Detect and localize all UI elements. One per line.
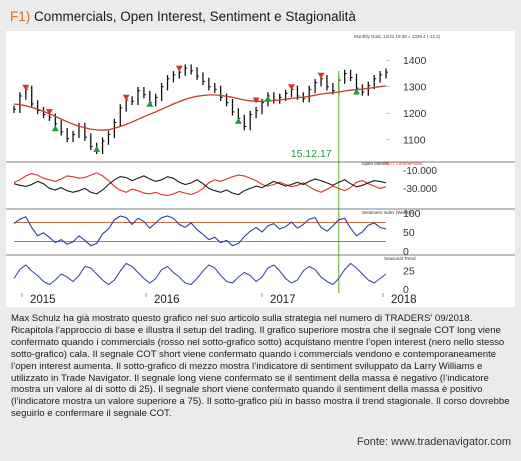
short-signal-marker [252,97,260,104]
year-axis-label: 2017 [270,294,296,306]
long-signal-marker [352,88,360,95]
short-signal-marker [288,84,296,91]
seasonal-tick-label: 0 [403,284,409,296]
cot-legend-open-interest: Open Interest [362,161,390,166]
figure-source: Fonte: www.tradenavigator.com [356,436,511,448]
long-signal-marker [234,117,242,124]
date-annotation-bg [288,146,331,160]
price-panel-bg [14,33,386,157]
cot-commercials-line [13,172,387,196]
open-interest-line [13,175,387,196]
price-tick-label: 1300 [403,82,427,94]
short-signal-marker [45,109,53,116]
cot-tick-label: -30.000 [403,184,437,195]
short-signal-marker [122,94,130,101]
figure-tag: F1) [10,9,31,24]
cot-legend-commercials: COT Commercials [385,161,423,166]
price-top-label: Monthly Gold, 12/31 19:38 = 1329.4 (-12.… [354,34,441,39]
sentiment-tick-label: 100 [403,208,421,220]
figure-title: F1) Commercials, Open Interest, Sentimen… [10,9,356,24]
long-signal-marker [264,95,272,102]
year-axis-label: 2018 [391,294,417,306]
year-axis-label: 2015 [30,294,56,306]
seasonal-trend-line [13,262,387,286]
short-signal-marker [175,65,183,72]
sentiment-tick-label: 0 [403,246,409,258]
sentiment-title: Sentiment Index (Weekly) [362,210,414,215]
date-annotation: 15.12.17 [291,148,332,160]
price-tick-label: 1400 [403,55,427,67]
chart-panel: Monthly Gold, 12/31 19:38 = 1329.4 (-12.… [6,31,515,307]
moving-average-line [13,85,387,131]
year-axis-label: 2016 [154,294,180,306]
price-tick-label: 1100 [403,135,426,147]
figure-caption: Max Schulz ha già mostrato questo grafic… [11,313,510,420]
seasonal-title: Seasonal Trend [384,256,416,261]
price-tick-label: 1200 [403,108,427,120]
short-signal-marker [22,84,30,91]
figure-title-text: Commercials, Open Interest, Sentiment e … [34,9,356,24]
long-signal-marker [93,145,101,152]
seasonal-tick-label: 25 [403,265,415,277]
sentiment-line [13,215,387,247]
long-signal-marker [51,125,59,132]
sentiment-tick-label: 50 [403,227,415,239]
long-signal-marker [146,100,154,107]
cot-tick-label: -10.000 [403,166,437,177]
short-signal-marker [317,72,325,79]
chart-svg: Monthly Gold, 12/31 19:38 = 1329.4 (-12.… [6,33,515,306]
